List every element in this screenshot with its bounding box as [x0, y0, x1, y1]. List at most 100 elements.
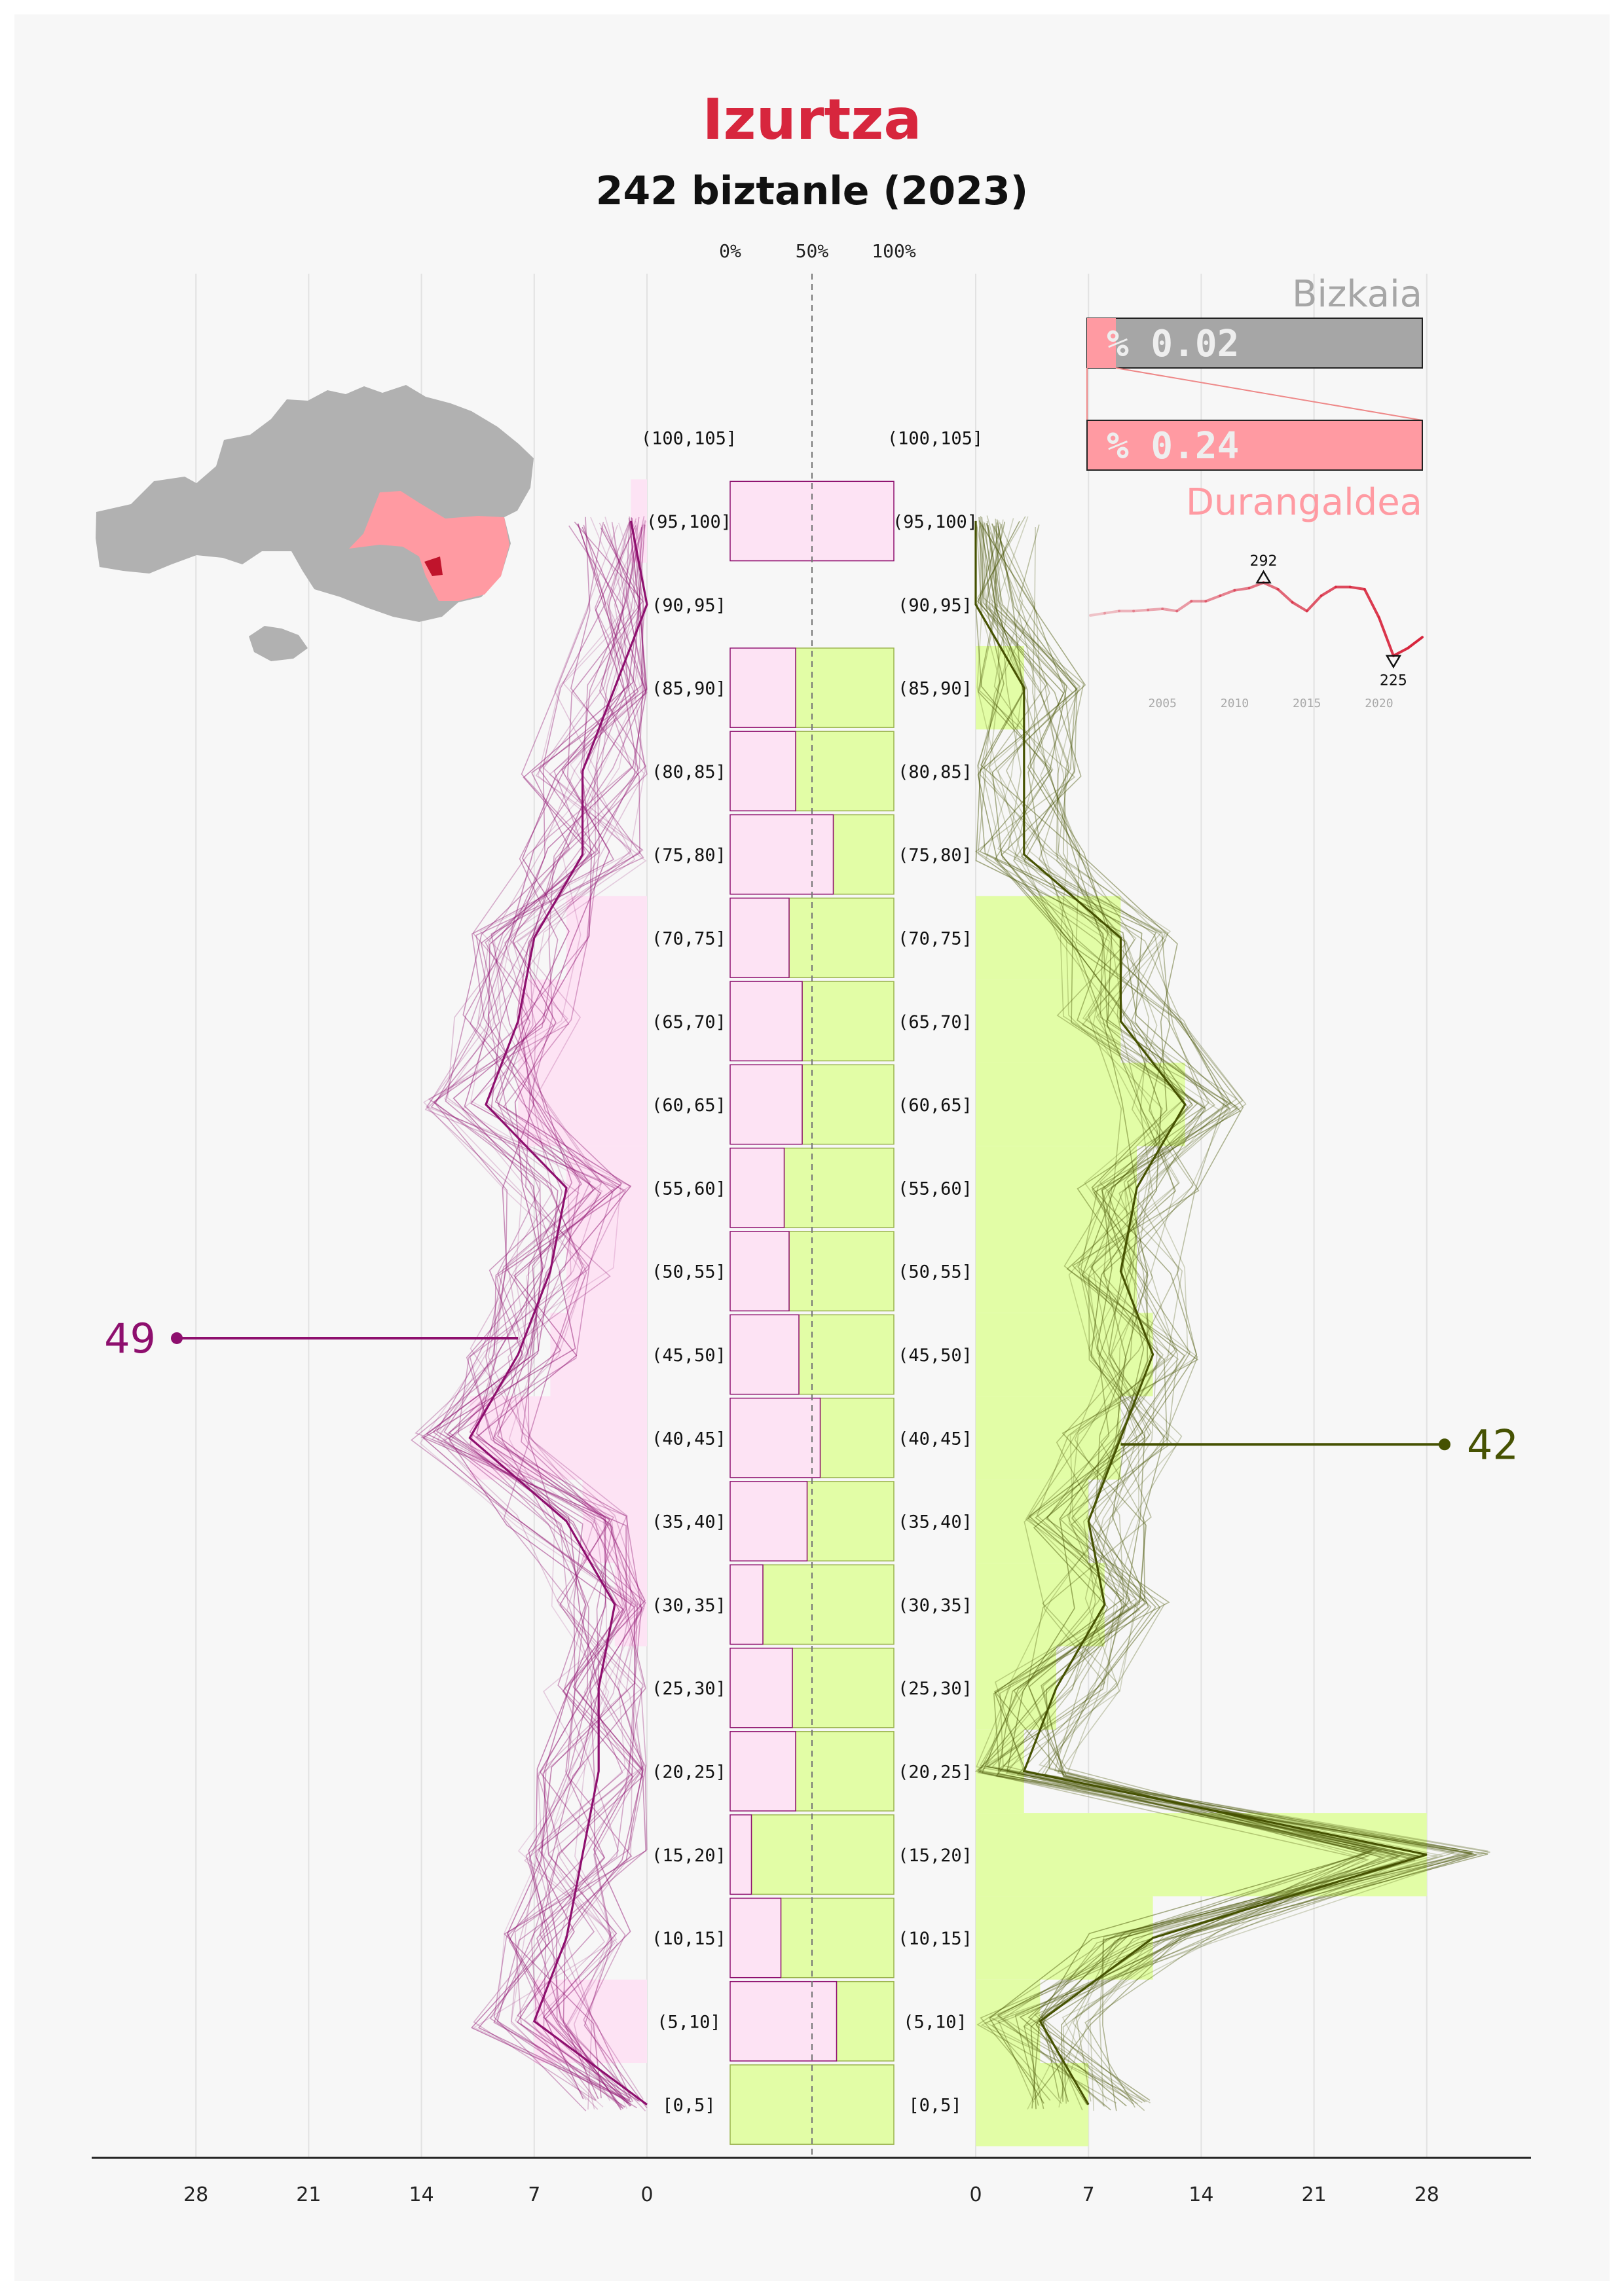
history-line	[984, 522, 1473, 2111]
history-line	[422, 527, 640, 2107]
male-share-bar	[802, 981, 895, 1062]
male-bar	[976, 1813, 1427, 1897]
age-label-left: (95,100]	[646, 512, 731, 532]
age-label-right: (55,60]	[898, 1178, 972, 1199]
history-line	[981, 517, 1415, 2099]
history-line	[978, 524, 1488, 2102]
age-label-left: (80,85]	[652, 762, 726, 782]
male-share-bar	[788, 898, 895, 978]
male-share-bar	[795, 1731, 895, 1812]
history-line	[426, 520, 648, 2101]
male-bar	[976, 1729, 1024, 1813]
female-bar	[631, 479, 647, 563]
history-line	[977, 522, 1422, 2109]
female-share-bar	[729, 1314, 800, 1395]
population-sparkline: 2005 2010 2015 2020 292 225	[1089, 553, 1424, 710]
female-bar	[534, 1979, 647, 2063]
sparkline-segment	[1348, 585, 1366, 591]
history-line	[991, 523, 1367, 2102]
male-share-bar	[802, 1064, 895, 1145]
age-label-right: (25,30]	[898, 1679, 972, 1699]
female-share-bar	[729, 731, 796, 812]
age-label-left: (40,45]	[652, 1429, 726, 1449]
male-bar	[976, 1313, 1153, 1396]
region-share-value: % 0.24	[1107, 425, 1239, 467]
history-line	[448, 524, 644, 2101]
sparkline-segment	[1276, 588, 1294, 604]
male-callout-dot	[1439, 1438, 1450, 1451]
x-tick-female: 28	[183, 2183, 208, 2206]
history-line	[984, 525, 1471, 2104]
age-labels: [0,5] [0,5] (5,10] (5,10] (10,15] (10,15] (15,…	[641, 429, 983, 2116]
sparkline-year-label: 2020	[1365, 697, 1393, 710]
history-line	[485, 522, 648, 2107]
female-share-bar	[729, 814, 834, 895]
age-label-left: (50,55]	[652, 1262, 726, 1283]
history-line	[490, 517, 646, 2109]
x-axis-ticks: 28 28 21 21 14 14 7 7 0 0	[183, 2183, 1439, 2206]
sparkline-year-label: 2010	[1221, 697, 1249, 710]
female-history-lines	[410, 516, 648, 2112]
male-share-bar	[795, 731, 895, 812]
sparkline-segment	[1262, 581, 1280, 591]
history-line	[432, 517, 646, 2102]
male-bar	[976, 1396, 1121, 1480]
female-current-line	[468, 520, 648, 2105]
age-label-right: (40,45]	[898, 1429, 972, 1449]
male-share-bar	[836, 1980, 895, 2062]
male-bar	[976, 896, 1121, 980]
x-tick-female: 0	[640, 2183, 653, 2206]
age-label-left: (55,60]	[652, 1178, 726, 1199]
history-line	[980, 516, 1376, 2111]
male-bar	[976, 2063, 1089, 2147]
history-line	[488, 522, 644, 2099]
female-bar	[550, 1313, 647, 1396]
age-label-right: (100,105]	[887, 429, 983, 449]
x-tick-male: 7	[1082, 2183, 1095, 2206]
age-label-left: (70,75]	[652, 928, 726, 949]
bizkaia-share-fill	[1087, 318, 1116, 368]
male-share-bar	[788, 1231, 895, 1312]
share-axis: 0% 50% 100%	[719, 240, 916, 262]
sparkline-segment	[1219, 589, 1236, 597]
male-share-bar	[750, 1814, 895, 1895]
sparkline-segment	[1392, 647, 1409, 657]
age-label-left: (85,90]	[652, 679, 726, 699]
female-share-bar	[729, 1064, 803, 1145]
male-bar	[976, 1646, 1056, 1730]
age-label-left: (20,25]	[652, 1762, 726, 1782]
share-boxes: Bizkaia % 0.02 % 0.24 Durangaldea	[1086, 273, 1423, 524]
female-share-bar	[729, 981, 803, 1062]
age-label-right: (90,95]	[898, 595, 972, 615]
history-line	[430, 521, 644, 2111]
sparkline-segment	[1363, 588, 1380, 619]
history-line	[443, 522, 648, 2111]
age-label-left: (90,95]	[652, 595, 726, 615]
sparkline-segment	[1247, 581, 1265, 590]
sparkline-year-label: 2015	[1293, 697, 1321, 710]
sparkline-segment	[1147, 608, 1164, 611]
age-label-left: (45,50]	[652, 1345, 726, 1366]
sparkline-segment	[1103, 610, 1121, 615]
history-line	[457, 527, 648, 2100]
age-label-left: (30,35]	[652, 1595, 726, 1616]
sparkline-max-label: 292	[1250, 553, 1278, 570]
male-bar	[976, 1563, 1105, 1647]
x-tick-male: 21	[1302, 2183, 1327, 2206]
male-bar	[976, 979, 1121, 1063]
age-label-left: (5,10]	[657, 2012, 721, 2032]
bizkaia-share-value: % 0.02	[1107, 323, 1239, 365]
male-bar	[976, 1979, 1041, 2063]
male-share-bar	[795, 647, 895, 728]
history-line	[977, 521, 1416, 2102]
sparkline-segment	[1233, 587, 1251, 592]
history-line	[437, 519, 646, 2105]
female-share-bar	[729, 647, 796, 728]
male-bar	[976, 1230, 1137, 1313]
female-share-bar	[729, 1731, 796, 1812]
age-label-left: [0,5]	[662, 2096, 715, 2116]
age-label-right: (95,100]	[893, 512, 978, 532]
history-line	[984, 519, 1409, 2099]
age-label-left: (35,40]	[652, 1512, 726, 1533]
